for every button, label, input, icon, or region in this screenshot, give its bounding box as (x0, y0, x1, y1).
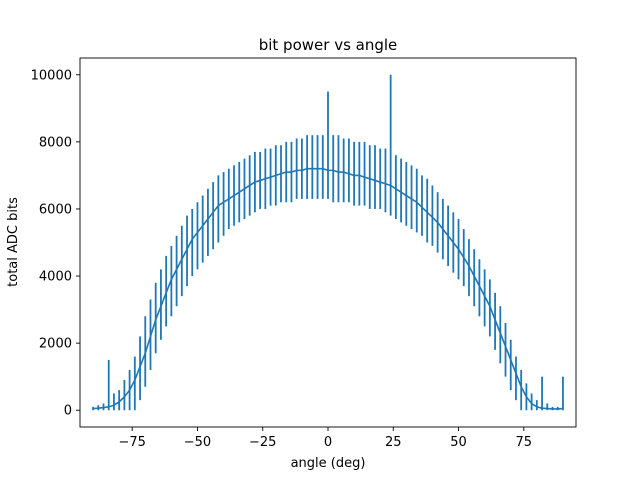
series-line (92, 167, 564, 410)
y-tick-label: 4000 (39, 270, 72, 285)
y-tick-label: 6000 (39, 202, 72, 217)
x-tick-label: −25 (249, 435, 276, 450)
x-tick-label: 25 (385, 435, 402, 450)
x-tick-label: −50 (184, 435, 211, 450)
y-axis: 0 2000 4000 6000 8000 10000 (31, 68, 80, 419)
error-bars (92, 74, 564, 411)
y-tick-label: 8000 (39, 135, 72, 150)
y-tick-label: 10000 (31, 68, 72, 83)
x-tick-label: −75 (118, 435, 145, 450)
x-tick-label: 75 (516, 435, 533, 450)
y-axis-label: total ADC bits (6, 197, 21, 287)
x-axis-label: angle (deg) (291, 456, 366, 471)
x-tick-label: 50 (450, 435, 467, 450)
y-tick-label: 2000 (39, 337, 72, 352)
x-tick-label: 0 (324, 435, 332, 450)
y-tick-label: 0 (64, 404, 72, 419)
chart-title: bit power vs angle (259, 36, 398, 54)
x-axis: −75 −50 −25 0 25 50 75 (118, 427, 532, 450)
